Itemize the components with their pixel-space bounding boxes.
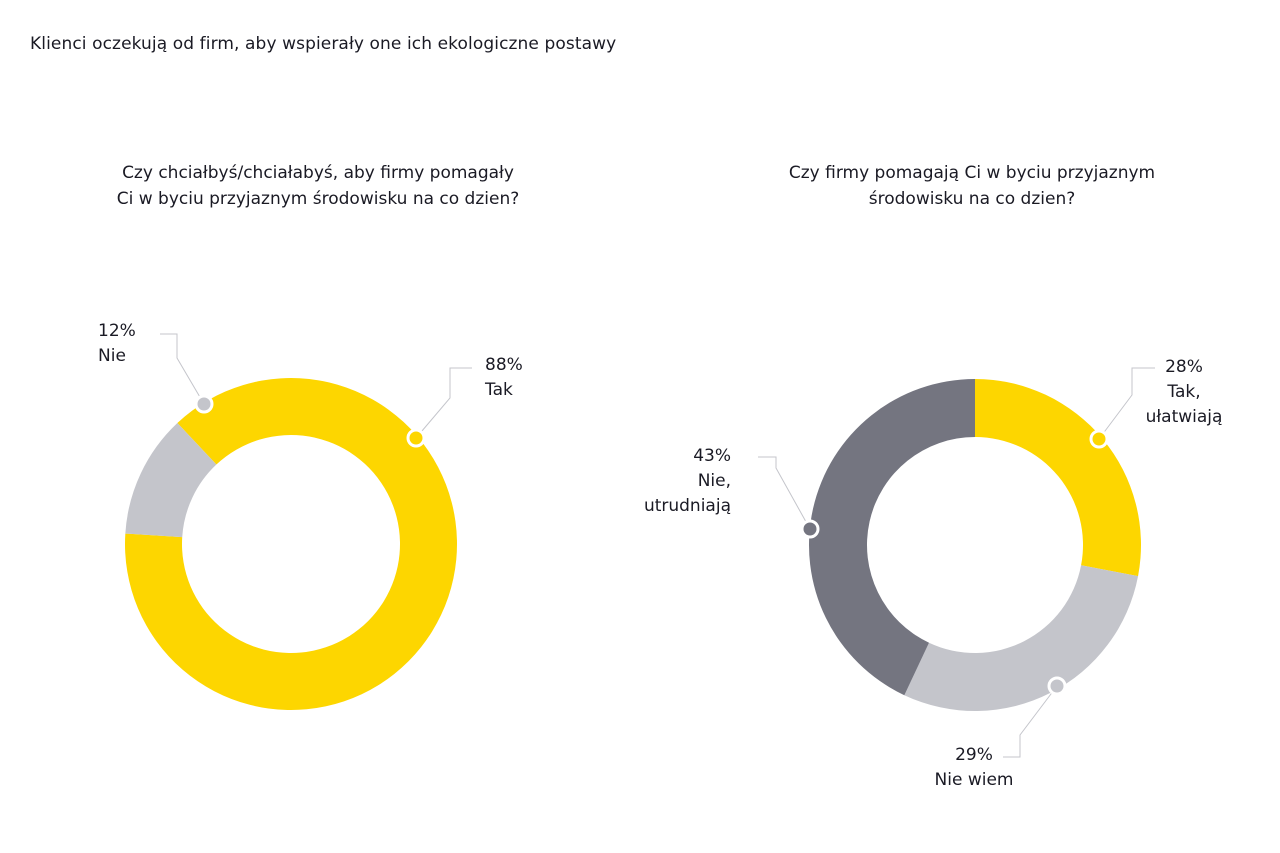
chart-title-line: Czy chciałbyś/chciałabyś, aby firmy poma…	[122, 163, 514, 183]
slice-marker-dot	[194, 394, 214, 414]
chart-title-line: Czy firmy pomagają Ci w byciu przyjaznym	[788, 163, 1156, 183]
chart-title-left: Czy chciałbyś/chciałabyś, aby firmy poma…	[38, 160, 598, 212]
data-label-category: Nie	[98, 346, 126, 366]
data-label-value: 43%	[693, 446, 731, 466]
chart-title-line: środowisku na co dzien?	[868, 189, 1076, 209]
slice-marker-dot	[406, 428, 426, 448]
donut-chart-2: 28% Tak, ułatwiają 29% Nie wiem 43% Nie, utrudn…	[644, 357, 1223, 790]
data-label-category: ułatwiają	[1146, 407, 1223, 427]
leader-line	[1098, 367, 1155, 440]
donut-slice	[904, 565, 1139, 711]
slice-marker-dot	[1047, 676, 1067, 696]
data-label-category: utrudniają	[644, 496, 731, 516]
slice-marker-dot	[800, 519, 820, 539]
data-label-value: 88%	[485, 355, 523, 375]
data-label-category: Tak	[484, 380, 513, 400]
data-label-category: Nie,	[698, 471, 731, 491]
donut-slice	[975, 378, 1141, 577]
page-title: Klienci oczekują od firm, aby wspierały …	[30, 34, 617, 54]
chart-title-right: Czy firmy pomagają Ci w byciu przyjaznym…	[692, 160, 1252, 212]
data-label-value: 28%	[1165, 357, 1203, 377]
leader-line	[758, 456, 811, 530]
leader-line	[160, 333, 205, 405]
data-label-category: Nie wiem	[935, 770, 1014, 790]
donut-chart-1: 88% Tak 12% Nie	[98, 321, 523, 710]
leader-line	[1003, 685, 1058, 758]
donut-slice	[125, 422, 217, 538]
donut-slice	[808, 379, 975, 696]
donut-slice	[124, 377, 457, 710]
leader-line	[415, 367, 472, 439]
data-label-category: Tak,	[1166, 382, 1200, 402]
data-label-value: 29%	[955, 745, 993, 765]
data-label-value: 12%	[98, 321, 136, 341]
slice-marker-dot	[1089, 429, 1109, 449]
chart-title-line: Ci w byciu przyjaznym środowisku na co d…	[116, 189, 520, 209]
